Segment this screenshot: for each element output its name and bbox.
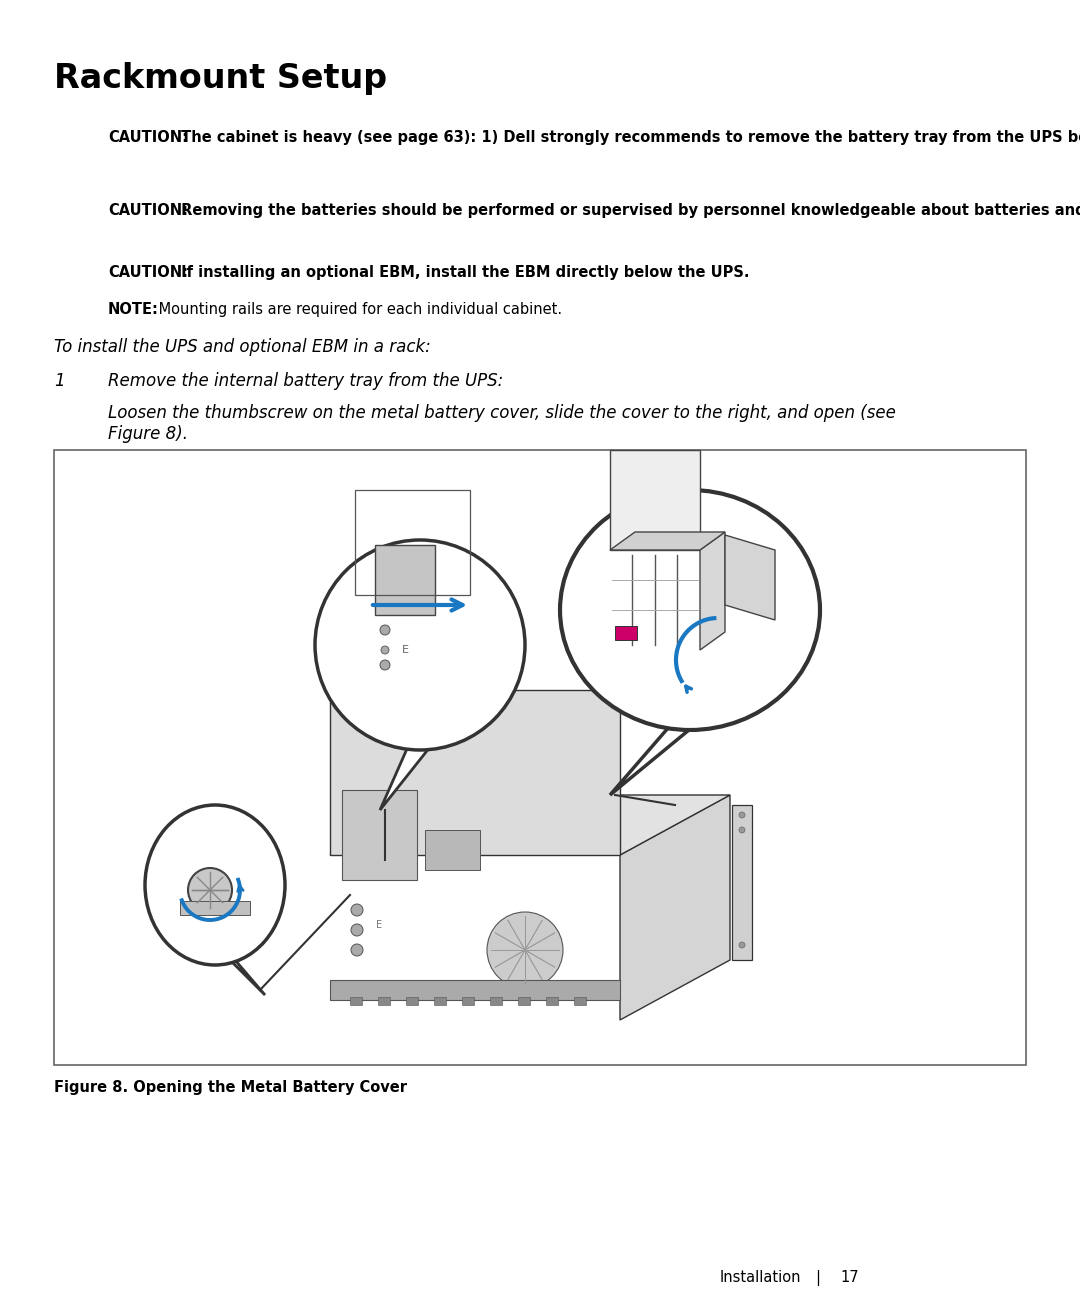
Text: To install the UPS and optional EBM in a rack:: To install the UPS and optional EBM in a… (54, 338, 431, 356)
Bar (426, 830, 480, 870)
Bar (330, 690, 620, 855)
Circle shape (739, 941, 745, 948)
Bar (342, 790, 417, 881)
Circle shape (188, 868, 232, 912)
Polygon shape (732, 805, 752, 960)
Bar (462, 997, 474, 1005)
Circle shape (380, 660, 390, 670)
Bar (615, 625, 637, 640)
Text: If installing an optional EBM, install the EBM directly below the UPS.: If installing an optional EBM, install t… (176, 265, 750, 280)
Text: E: E (402, 645, 408, 655)
Polygon shape (620, 795, 730, 1020)
Polygon shape (330, 795, 730, 855)
Bar (54, 449, 1026, 1064)
Text: Remove the internal battery tray from the UPS:: Remove the internal battery tray from th… (108, 372, 503, 390)
Text: Rackmount Setup: Rackmount Setup (54, 62, 387, 95)
Bar (434, 997, 446, 1005)
Bar (610, 449, 700, 550)
Text: Loosen the thumbscrew on the metal battery cover, slide the cover to the right, : Loosen the thumbscrew on the metal batte… (108, 404, 896, 443)
Bar (406, 997, 418, 1005)
Text: CAUTION:: CAUTION: (108, 130, 188, 145)
Text: 17: 17 (840, 1270, 859, 1285)
Ellipse shape (145, 805, 285, 965)
Bar (518, 997, 530, 1005)
Polygon shape (380, 742, 430, 809)
Text: The cabinet is heavy (see page 63): 1) Dell strongly recommends to remove the ba: The cabinet is heavy (see page 63): 1) D… (176, 130, 1080, 145)
Bar (350, 997, 362, 1005)
Text: |: | (815, 1270, 821, 1286)
Text: CAUTION:: CAUTION: (108, 265, 188, 280)
Bar (378, 997, 390, 1005)
Circle shape (351, 925, 363, 936)
Polygon shape (610, 532, 725, 550)
Bar (355, 490, 470, 594)
Polygon shape (700, 532, 725, 650)
Text: Installation: Installation (720, 1270, 801, 1285)
Text: NOTE:: NOTE: (108, 302, 159, 317)
Circle shape (487, 912, 563, 988)
Text: Figure 8. Opening the Metal Battery Cover: Figure 8. Opening the Metal Battery Cove… (54, 1080, 407, 1096)
Ellipse shape (561, 490, 820, 730)
Polygon shape (610, 720, 696, 795)
Ellipse shape (315, 540, 525, 750)
Text: Removing the batteries should be performed or supervised by personnel knowledgea: Removing the batteries should be perform… (176, 203, 1080, 218)
Bar (573, 997, 586, 1005)
Bar (546, 997, 558, 1005)
Circle shape (739, 812, 745, 818)
Circle shape (380, 625, 390, 635)
Text: 1: 1 (54, 372, 65, 390)
Bar (330, 980, 620, 1000)
Bar (375, 545, 435, 615)
Bar (490, 997, 502, 1005)
Circle shape (351, 944, 363, 956)
Circle shape (351, 904, 363, 916)
Text: E: E (377, 919, 382, 930)
Text: CAUTION:: CAUTION: (108, 203, 188, 218)
Text: Mounting rails are required for each individual cabinet.: Mounting rails are required for each ind… (154, 302, 562, 317)
Polygon shape (725, 535, 775, 620)
Circle shape (381, 646, 389, 654)
Bar (180, 901, 249, 916)
Polygon shape (225, 954, 265, 995)
Circle shape (739, 828, 745, 833)
